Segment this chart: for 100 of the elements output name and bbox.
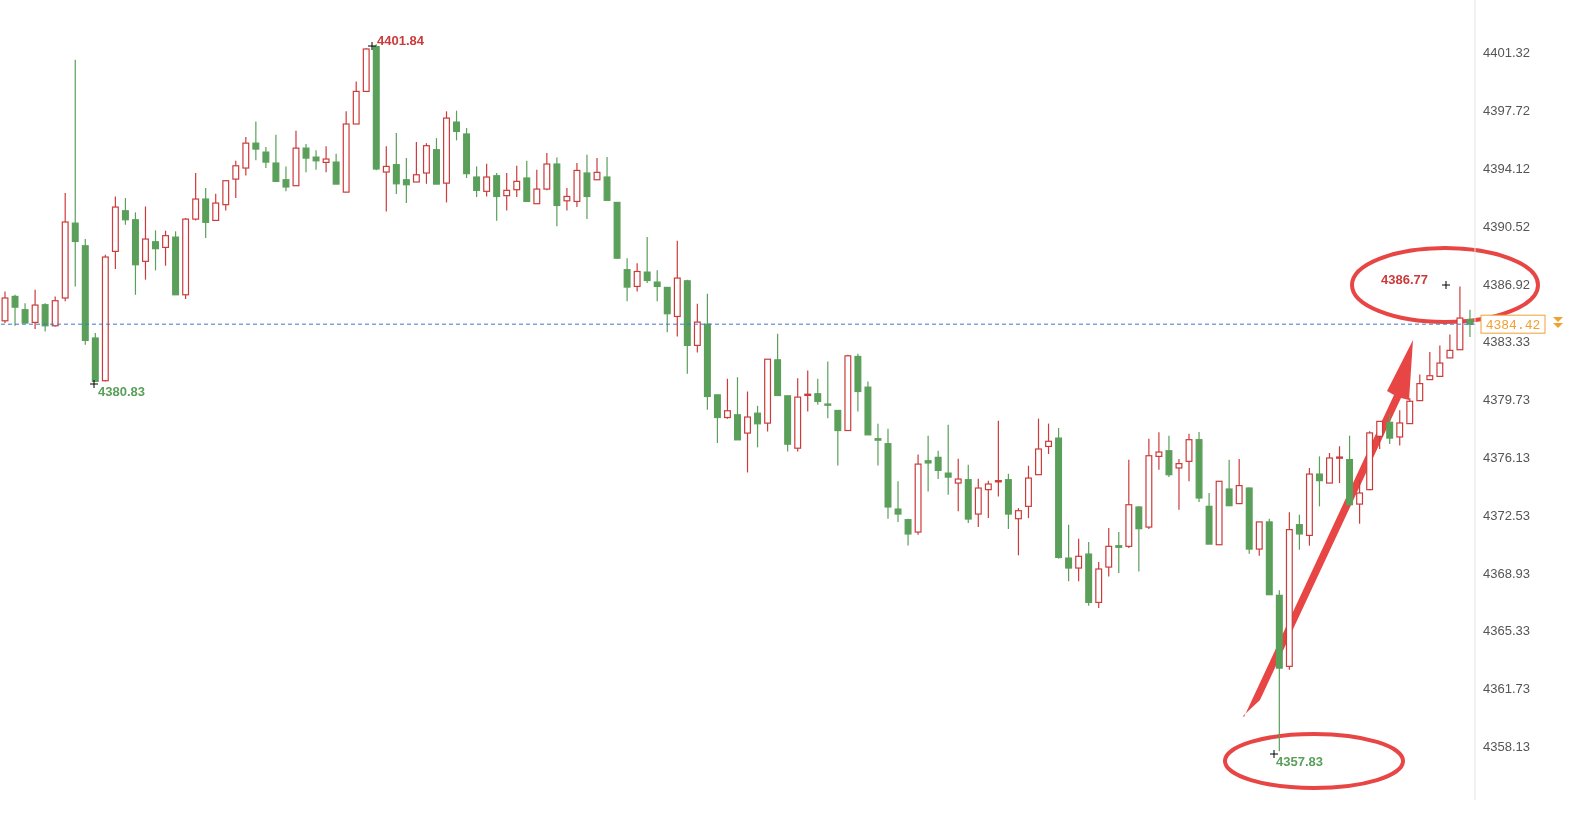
candlestick (934, 450, 942, 480)
candlestick (1105, 527, 1113, 577)
candlestick (1466, 309, 1474, 338)
candlestick (1175, 458, 1183, 511)
candlestick (31, 289, 39, 330)
candlestick (1426, 351, 1434, 381)
candlestick (874, 423, 882, 466)
candlestick (1436, 344, 1444, 378)
candlestick (121, 197, 129, 226)
candlestick (1386, 413, 1394, 445)
candlestick (713, 394, 721, 444)
candlestick (563, 187, 571, 212)
y-tick-label: 4368.93 (1483, 565, 1530, 581)
candlestick (653, 269, 661, 302)
candlestick (282, 165, 290, 192)
candlestick (402, 157, 410, 204)
candlestick (533, 169, 541, 205)
candlestick (1336, 445, 1343, 484)
candlestick (503, 172, 511, 212)
candlestick (493, 172, 501, 222)
candlestick (723, 378, 731, 420)
candlestick (192, 172, 200, 221)
candlestick (21, 302, 29, 324)
y-tick-label: 4383.33 (1483, 334, 1530, 350)
candlestick (262, 146, 270, 169)
candlestick (11, 294, 19, 327)
candlestick (71, 59, 79, 288)
candlestick (593, 157, 601, 181)
y-tick-label: 4386.92 (1483, 276, 1530, 292)
candlestick (1065, 524, 1073, 582)
candlestick (994, 420, 1002, 497)
candlestick (1295, 514, 1303, 551)
y-tick-label: 4376.13 (1483, 449, 1530, 465)
candlestick (894, 480, 902, 523)
candlestick (924, 435, 932, 493)
candlestick (643, 236, 651, 284)
candlestick (41, 302, 49, 333)
candlestick (1045, 423, 1053, 455)
candlestick (453, 110, 461, 141)
y-tick-label: 4358.13 (1483, 739, 1530, 755)
candlestick (623, 257, 631, 302)
candlestick (744, 390, 751, 474)
y-tick-label: 4401.32 (1483, 45, 1530, 61)
candlestick (1165, 435, 1173, 478)
annotation: 4380.83 (98, 384, 145, 399)
candlestick (814, 378, 822, 406)
y-tick-label: 4390.52 (1483, 218, 1530, 234)
candlestick (633, 262, 641, 293)
y-tick-label: 4379.73 (1483, 392, 1530, 408)
candlestick (1155, 431, 1163, 471)
candlestick (142, 205, 149, 281)
candlestick (583, 154, 591, 220)
candlestick (272, 134, 280, 182)
candlestick (212, 193, 220, 221)
candlestick (222, 180, 230, 212)
candlestick (1075, 538, 1083, 582)
candlestick (473, 165, 481, 198)
candlestick (824, 360, 832, 419)
candlestick (322, 145, 330, 173)
y-tick-label: 4361.73 (1483, 681, 1530, 697)
candlestick (1235, 458, 1243, 505)
candlestick (252, 120, 260, 161)
candlestick (152, 229, 159, 271)
y-tick-label: 4372.53 (1483, 507, 1530, 523)
candlestick (1356, 479, 1364, 525)
candlestick (984, 480, 992, 519)
annotation: 4386.77 (1381, 272, 1428, 287)
candlestick (1315, 455, 1323, 507)
candlestick (1406, 397, 1414, 425)
candlestick (232, 160, 240, 199)
y-tick-label: 4397.72 (1483, 103, 1530, 119)
candlestick (944, 424, 952, 496)
candlestick (804, 369, 812, 413)
ref-line-label: 4384.42 (1485, 318, 1541, 334)
candlestick (1396, 409, 1404, 447)
candlestick (302, 143, 310, 173)
annotation: 4401.84 (377, 33, 425, 48)
candlestick (513, 165, 521, 198)
candlestick (202, 187, 210, 239)
y-tick-label: 4394.12 (1483, 160, 1530, 176)
candlestick (1446, 334, 1454, 359)
candlestick (412, 141, 420, 183)
candlestick (312, 149, 320, 171)
candlestick (1115, 531, 1123, 574)
candlestick (904, 518, 912, 546)
candlestick (162, 230, 170, 267)
candlestick (1014, 507, 1022, 556)
candlestick (754, 405, 762, 448)
candlestick (392, 132, 400, 195)
candlestick (954, 458, 962, 512)
y-tick-label: 4365.33 (1483, 623, 1530, 639)
candlestick (1225, 459, 1233, 507)
candlestick (483, 163, 491, 198)
candlestick (1135, 505, 1143, 573)
candlestick (1185, 433, 1193, 482)
candlestick (523, 160, 531, 203)
candlestick (693, 303, 701, 354)
candlestick (834, 409, 842, 466)
candlestick (382, 145, 390, 213)
annotation: 4357.83 (1276, 754, 1323, 769)
